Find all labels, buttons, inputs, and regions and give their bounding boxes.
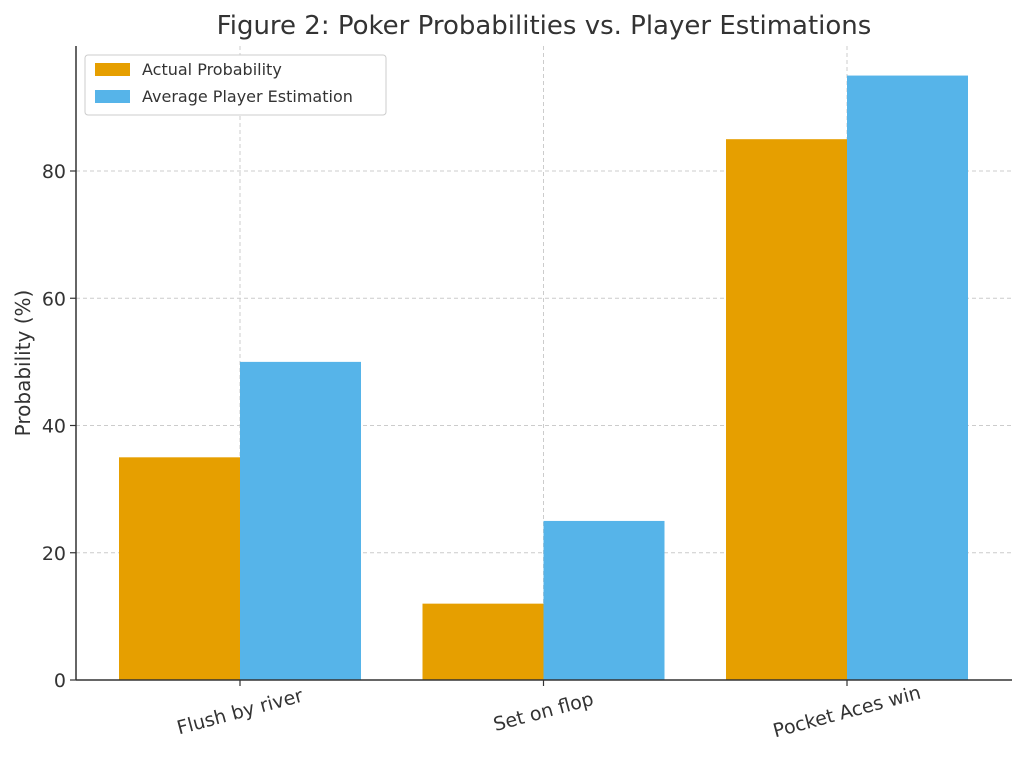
y-tick-label: 40 [42,416,66,438]
x-tick-label: Pocket Aces win [771,682,923,743]
y-tick-labels: 0 20 40 60 80 [42,161,76,692]
y-tick-label: 80 [42,161,66,183]
bar-actual-0 [119,457,240,680]
y-tick-label: 20 [42,543,66,565]
bar-estimation-1 [543,520,665,680]
legend-label: Average Player Estimation [142,87,353,106]
legend-swatch [95,63,130,76]
x-tick-labels: Flush by river Set on flop Pocket Aces win [175,680,923,743]
bar-estimation-2 [847,75,968,680]
y-tick-label: 0 [54,670,66,692]
bar-estimation-0 [240,361,361,680]
bars [119,75,968,680]
legend: Actual Probability Average Player Estimat… [84,54,387,116]
legend-label: Actual Probability [142,60,282,79]
x-tick-label: Flush by river [175,685,306,740]
y-tick-label: 60 [42,288,66,310]
x-tick-label: Set on flop [491,688,596,736]
y-axis-label: Probability (%) [11,290,35,437]
bar-actual-2 [726,139,847,680]
chart-title: Figure 2: Poker Probabilities vs. Player… [217,11,872,41]
legend-box [84,54,387,116]
legend-swatch [95,90,130,103]
bar-actual-1 [422,603,544,680]
